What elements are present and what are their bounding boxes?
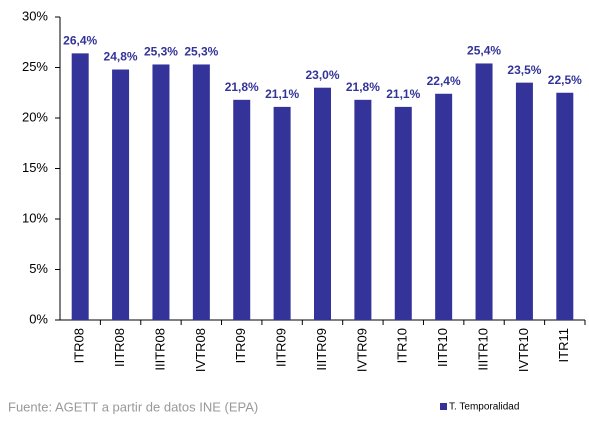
x-tick-label: IVTR08 xyxy=(193,328,208,372)
legend-label: T. Temporalidad xyxy=(449,402,519,413)
x-tick-label: IITR08 xyxy=(112,328,127,367)
bar xyxy=(515,82,533,321)
y-tick-label: 20% xyxy=(22,109,48,124)
y-tick-label: 0% xyxy=(29,311,48,326)
bar xyxy=(112,69,130,321)
x-tick-label: IIITR08 xyxy=(152,328,167,371)
value-label: 25,3% xyxy=(184,45,218,59)
x-tick-label: ITR11 xyxy=(556,328,571,362)
x-tick-label: IIITR09 xyxy=(314,328,329,371)
bar xyxy=(71,53,89,321)
value-label: 21,8% xyxy=(346,80,380,94)
value-label: 22,4% xyxy=(427,74,461,88)
y-tick-label: 30% xyxy=(22,8,48,23)
bar xyxy=(314,87,331,320)
y-tick-label: 25% xyxy=(22,59,48,74)
value-label: 21,1% xyxy=(265,87,299,101)
bar xyxy=(394,106,412,320)
bar xyxy=(556,92,574,320)
x-tick-label: IITR09 xyxy=(274,328,289,367)
x-tick-label: ITR10 xyxy=(395,328,410,363)
legend-swatch xyxy=(440,403,447,410)
value-label: 24,8% xyxy=(104,50,138,64)
value-label: 23,0% xyxy=(305,68,339,82)
x-tick-label: IITR10 xyxy=(435,328,450,367)
value-label: 21,8% xyxy=(225,80,259,94)
x-tick-label: ITR09 xyxy=(233,328,248,363)
value-label: 26,4% xyxy=(63,34,97,48)
bar xyxy=(435,93,453,320)
x-tick-label: IIITR10 xyxy=(475,328,490,371)
value-label: 23,5% xyxy=(507,63,541,77)
bar xyxy=(233,99,251,320)
value-label: 25,3% xyxy=(144,45,178,59)
x-tick-label: IVTR09 xyxy=(354,328,369,372)
value-label: 25,4% xyxy=(467,44,501,58)
y-tick-label: 5% xyxy=(29,261,48,276)
source-note: Fuente: AGETT a partir de datos INE (EPA… xyxy=(8,399,258,414)
bar xyxy=(152,64,170,320)
y-tick-label: 15% xyxy=(22,160,48,175)
bar xyxy=(192,64,210,320)
x-tick-label: IVTR10 xyxy=(516,328,531,372)
value-label: 21,1% xyxy=(386,87,420,101)
bar xyxy=(354,99,372,320)
x-tick-label: ITR08 xyxy=(72,328,87,363)
y-tick-label: 10% xyxy=(22,210,48,225)
value-label: 22,5% xyxy=(548,73,582,87)
bar xyxy=(475,63,493,321)
bar xyxy=(273,106,291,320)
